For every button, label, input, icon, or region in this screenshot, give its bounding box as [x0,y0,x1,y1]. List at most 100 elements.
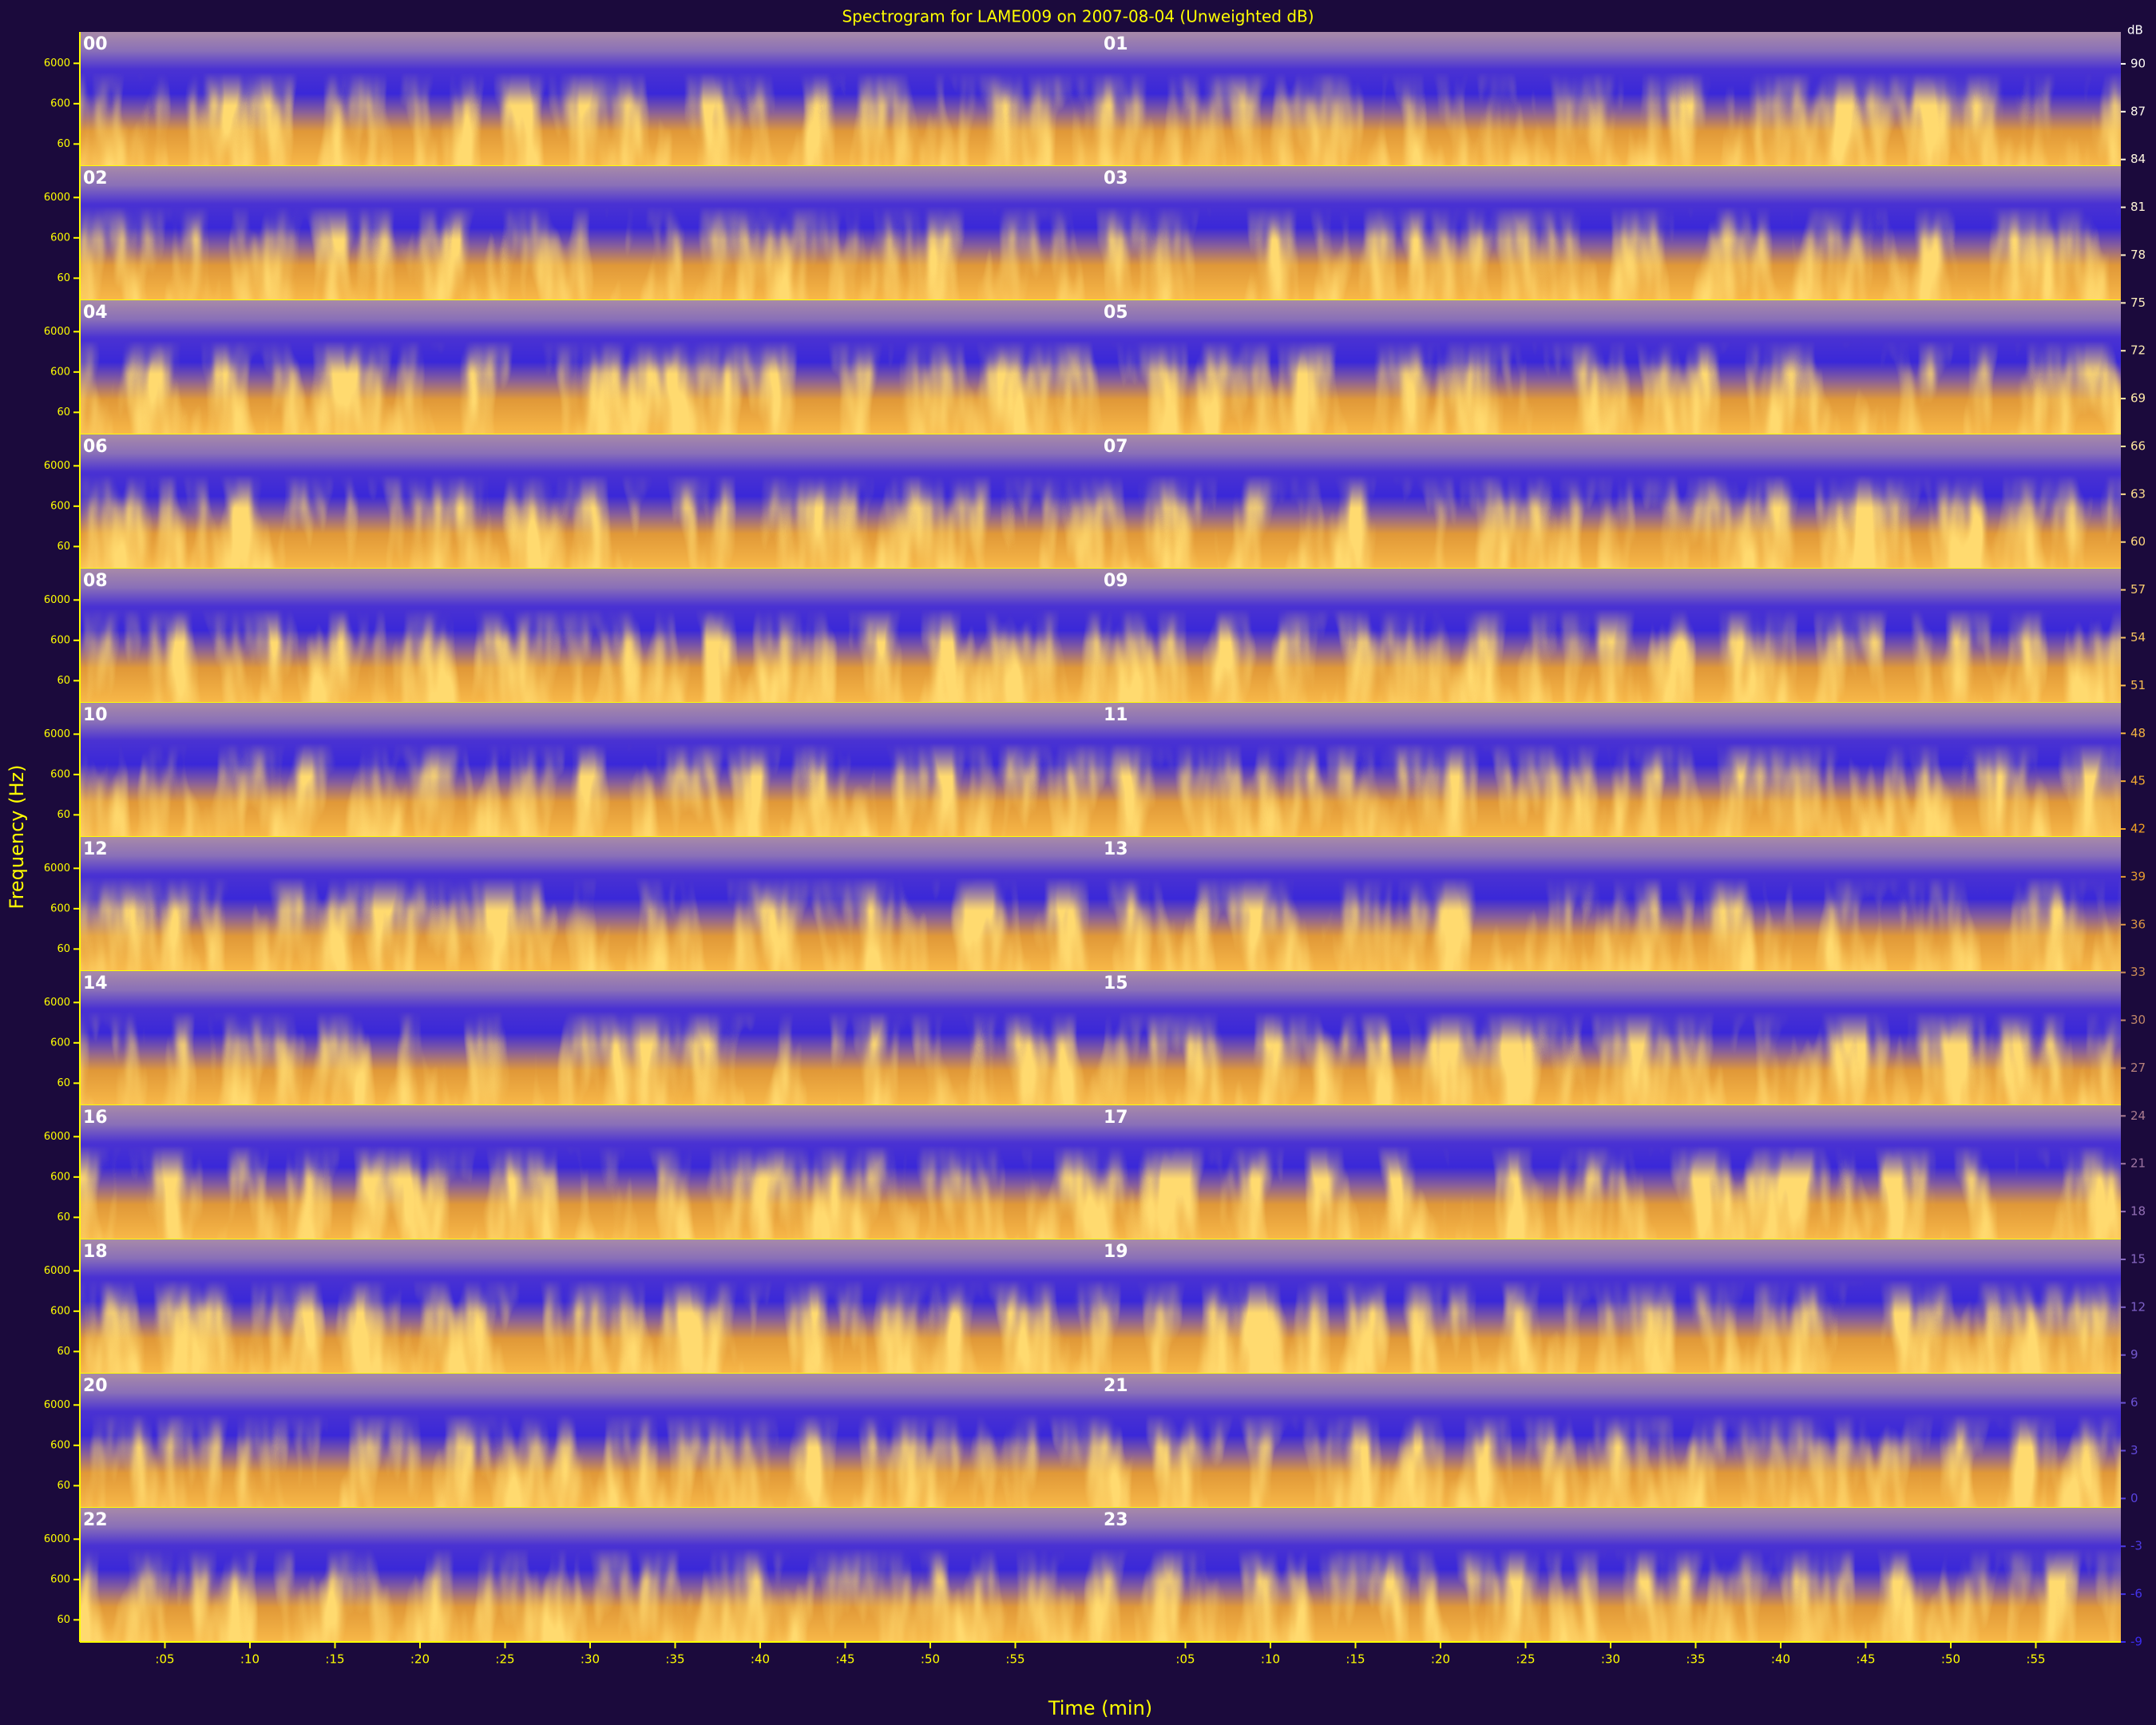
colorbar-tick-label: 33 [2130,965,2146,979]
y-tick-label: 60 [57,1614,70,1626]
x-tick-label: :10 [1261,1652,1280,1667]
y-tick-label: 60 [57,1480,70,1492]
colorbar-tick-label: 90 [2130,56,2146,70]
colorbar-tick-label: -6 [2130,1587,2142,1601]
y-tick-label: 6000 [44,862,70,874]
y-tick-label: 6000 [44,728,70,740]
colorbar-tick-label: 84 [2130,152,2146,166]
x-tick-label: :40 [751,1652,770,1667]
y-tick-label: 60 [57,1211,70,1223]
colorbar-tick-label: 21 [2130,1156,2146,1171]
spectrogram-texture [80,837,2121,971]
hour-label: 02 [83,169,108,188]
hour-label: 15 [1104,974,1128,993]
spectrogram-texture [80,703,2121,837]
colorbar-tick-label: 87 [2130,104,2146,118]
x-tick-label: :55 [1005,1652,1024,1667]
x-tick-label: :40 [1771,1652,1790,1667]
hour-label: 11 [1104,705,1128,725]
colorbar-tick-label: 78 [2130,248,2146,262]
y-tick-label: 600 [50,500,70,512]
colorbar-tick-label: 81 [2130,200,2146,214]
x-axis-label: Time (min) [1048,1697,1152,1719]
y-tick-label: 600 [50,1037,70,1049]
hour-label: 21 [1104,1376,1128,1396]
x-tick-label: :45 [835,1652,854,1667]
y-tick-label: 6000 [44,1131,70,1143]
y-tick-label: 6000 [44,1533,70,1545]
y-tick-label: 60 [57,675,70,687]
y-tick-label: 600 [50,1439,70,1451]
y-tick-label: 600 [50,768,70,780]
colorbar-label: dB [2127,23,2143,38]
hour-label: 19 [1104,1242,1128,1262]
hour-label: 20 [83,1376,108,1396]
x-tick-label: :20 [1431,1652,1450,1667]
y-tick-label: 600 [50,1573,70,1585]
y-tick-label: 600 [50,634,70,646]
y-tick-label: 6000 [44,1399,70,1411]
y-tick-label: 600 [50,97,70,109]
x-tick-label: :35 [665,1652,684,1667]
hour-label: 01 [1104,34,1128,54]
y-tick-label: 6000 [44,460,70,472]
hour-label: 18 [83,1242,108,1262]
hour-label: 12 [83,839,108,859]
hour-label: 04 [83,303,108,323]
spectrogram-texture [80,1105,2121,1239]
spectrogram-texture [80,300,2121,434]
spectrogram-texture [80,971,2121,1105]
x-tick-label: :05 [155,1652,174,1667]
y-tick-label: 60 [57,541,70,553]
x-tick-label: :25 [1516,1652,1535,1667]
hour-label: 03 [1104,169,1128,188]
colorbar-tick-label: 66 [2130,438,2146,453]
y-axis-label: Frequency (Hz) [6,765,28,910]
colorbar-tick-label: 45 [2130,774,2146,788]
hour-label: 17 [1104,1108,1128,1128]
y-tick-label: 6000 [44,997,70,1009]
hour-label: 09 [1104,571,1128,591]
colorbar-tick-label: 72 [2130,343,2146,358]
x-tick-label: :15 [325,1652,344,1667]
y-tick-label: 600 [50,366,70,378]
x-tick-label: :30 [1601,1652,1620,1667]
x-tick-label: :50 [1941,1652,1960,1667]
colorbar-tick-label: 48 [2130,726,2146,740]
spectrogram-texture [80,32,2121,166]
colorbar-tick-label: 69 [2130,391,2146,406]
y-tick-label: 600 [50,232,70,244]
y-tick-label: 60 [57,809,70,821]
x-tick-label: :25 [495,1652,514,1667]
colorbar-tick-label: 3 [2130,1443,2138,1457]
y-tick-label: 60 [57,943,70,955]
spectrogram-texture [80,1239,2121,1374]
colorbar-tick-label: 75 [2130,295,2146,310]
y-tick-label: 60 [57,1346,70,1358]
y-tick-label: 60 [57,138,70,150]
y-tick-label: 600 [50,1305,70,1317]
colorbar-tick-label: 42 [2130,822,2146,836]
colorbar-tick-label: 54 [2130,630,2146,644]
y-tick-label: 6000 [44,1265,70,1277]
x-tick-label: :35 [1686,1652,1705,1667]
colorbar-tick-label: -3 [2130,1539,2142,1553]
colorbar-tick-label: 51 [2130,678,2146,692]
colorbar-tick-label: 60 [2130,534,2146,549]
y-tick-label: 6000 [44,594,70,606]
colorbar-tick-label: 57 [2130,582,2146,597]
colorbar-tick-label: 36 [2130,917,2146,931]
hour-label: 10 [83,705,108,725]
hour-label: 07 [1104,437,1128,457]
colorbar-tick-label: 9 [2130,1347,2138,1362]
hour-label: 22 [83,1510,108,1530]
hour-label: 06 [83,437,108,457]
colorbar-tick-label: 30 [2130,1013,2146,1027]
x-tick-label: :45 [1856,1652,1875,1667]
spectrogram-texture [80,569,2121,703]
y-tick-label: 60 [57,406,70,418]
colorbar-tick-label: 39 [2130,869,2146,883]
y-tick-label: 60 [57,272,70,284]
x-tick-label: :10 [240,1652,260,1667]
